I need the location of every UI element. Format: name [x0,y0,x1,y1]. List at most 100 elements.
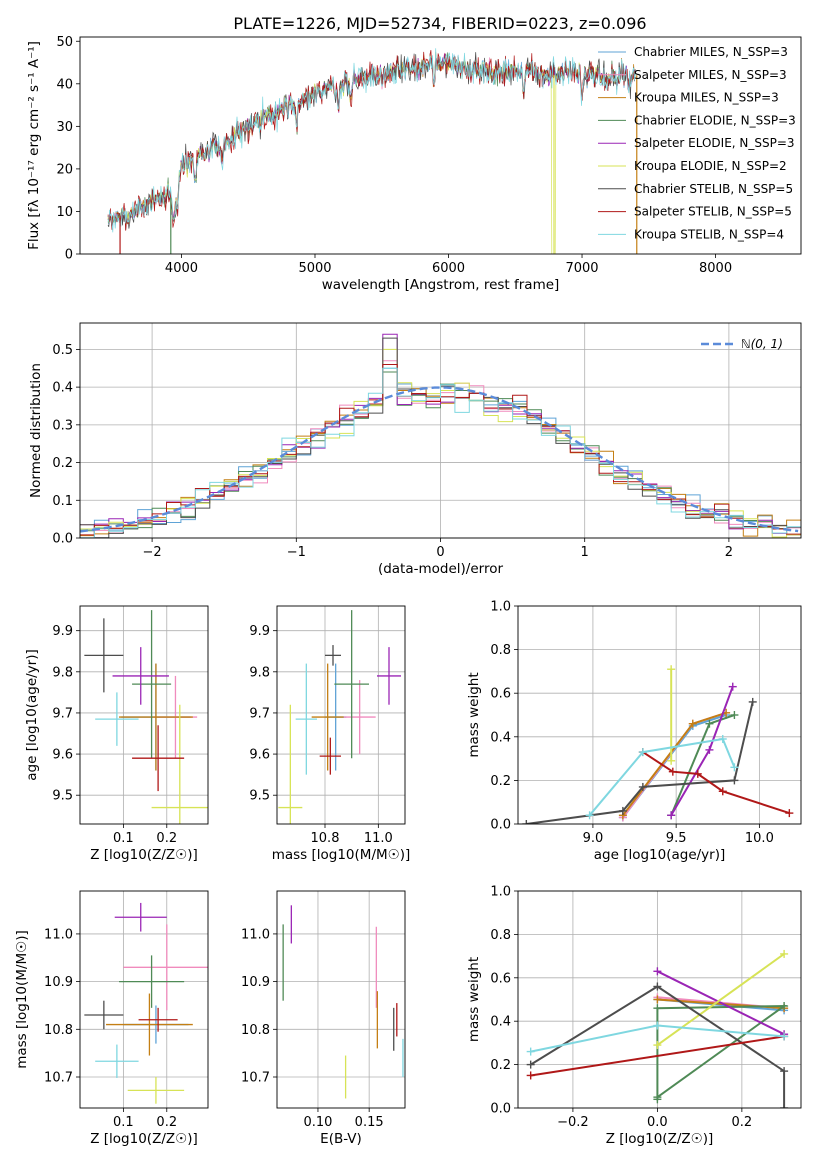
x-tick-label: 0.2 [156,831,177,846]
axes-spectrum: 4000 5000 6000 7000 8000 0 10 20 30 40 50 wavelengt… [26,35,802,293]
histogram-step [80,364,801,536]
y-tick-label: 11.0 [44,927,73,942]
x-axis-label: Z [log10(Z/Z☉)] [606,1131,714,1147]
y-axis-label: mass weight [466,672,482,757]
y-tick-label: 9.8 [249,665,270,680]
weight-series-line [656,953,785,1046]
x-tick-label: 6000 [432,261,465,276]
axes-weight-vs-Z: −0.2 0.0 0.2 0.0 0.2 0.4 0.6 0.8 1.0 Z [log10(Z/Z… [466,885,802,1147]
y-tick-label: 9.5 [249,789,270,804]
x-tick-label: 11.0 [364,831,393,846]
plot-area-residuals [80,333,801,538]
weight-series-line [622,714,727,819]
weight-series-line [670,686,734,816]
weight-series-line [622,711,727,816]
x-tick-label: 0.0 [647,1115,668,1130]
legend-entry: Kroupa MILES, N_SSP=3 [634,91,779,105]
x-axis-label: (data-model)/error [378,561,504,577]
y-tick-label: 0.2 [52,456,73,471]
y-tick-label: 9.9 [52,624,73,639]
x-tick-label: 9.5 [666,831,687,846]
y-tick-label: 0.5 [52,343,73,358]
y-tick-label: 10.7 [44,1071,73,1086]
legend-entry: Chabrier MILES, N_SSP=3 [634,45,788,59]
x-axis-label: age [log10(age/yr)] [594,847,726,863]
x-tick-label: −0.2 [557,1115,589,1130]
x-tick-label: 1 [581,545,589,560]
weight-series-line [530,1035,785,1077]
normal-reference-curve [80,386,799,533]
y-tick-label: 11.0 [241,927,270,942]
y-tick-label: 0.0 [490,1102,511,1117]
legend-entry: Salpeter STELIB, N_SSP=5 [634,205,792,219]
y-axis-label: Normed distribution [28,363,44,498]
axes-frame [79,890,209,1109]
y-tick-label: 30 [56,120,73,135]
y-tick-label: 10.7 [241,1071,270,1086]
y-tick-label: 9.7 [249,706,270,721]
grid-lines [277,606,405,824]
x-tick-label: 0.10 [303,1115,332,1130]
grid-lines [80,606,208,824]
legend-entry: ℕ(0, 1) [741,337,783,351]
y-tick-label: 9.5 [52,789,73,804]
y-tick-label: 0.2 [490,774,511,789]
grid-lines [518,605,801,825]
axes-frame [276,605,406,825]
axes-frame [276,890,406,1109]
y-tick-label: 10.9 [241,975,270,990]
plot-area-weight-vs-Z [526,949,789,1108]
axes-mass-vs-ebv: 0.10 0.15 10.7 10.8 10.9 11.0 E(B-V) [241,890,406,1147]
y-tick-label: 0.3 [52,418,73,433]
axes-frame [79,36,802,255]
axes-frame [517,890,802,1109]
y-tick-label: 0.6 [490,687,511,702]
x-tick-label: 0.1 [113,831,134,846]
x-tick-label: 0.1 [113,1115,134,1130]
grid-lines [80,891,208,1108]
axes-residuals: −2 −1 0 1 2 0.0 0.1 0.2 0.3 0.4 0.5 (data-model)/er… [28,322,802,577]
x-tick-label: −2 [143,545,162,560]
y-tick-label: 0.8 [490,643,511,658]
legend-entry: Salpeter ELODIE, N_SSP=3 [634,136,795,150]
y-axis-label: mass [log10(M/M☉)] [14,930,30,1069]
x-axis-label: wavelength [Angstrom, rest frame] [322,277,560,293]
axes-weight-vs-age: 9.0 9.5 10.0 0.0 0.2 0.4 0.6 0.8 1.0 age [log10(a… [466,600,802,863]
x-axis-label: mass [log10(M/M☉)] [272,847,411,863]
y-tick-label: 0.2 [490,1058,511,1073]
y-tick-label: 0.4 [52,381,73,396]
y-tick-label: 0.0 [52,532,73,547]
y-axis-label: Flux [fλ 10⁻¹⁷ erg cm⁻² s⁻¹ A⁻¹] [26,41,42,250]
y-tick-label: 9.8 [52,665,73,680]
x-tick-label: 7000 [565,261,598,276]
y-tick-label: 10.8 [241,1023,270,1038]
y-tick-label: 1.0 [490,885,511,900]
axes-age-vs-mass: 10.8 11.0 9.5 9.6 9.7 9.8 9.9 mass [log10(M/M☉)… [249,605,411,863]
y-tick-label: 10 [56,205,73,220]
y-axis-label: mass weight [466,957,482,1042]
y-tick-label: 1.0 [490,600,511,615]
x-tick-label: 2 [725,545,733,560]
y-tick-label: 0.8 [490,928,511,943]
legend-entry: Kroupa ELODIE, N_SSP=2 [634,159,787,173]
y-tick-label: 0.6 [490,971,511,986]
spectrum-legend: Chabrier MILES, N_SSP=3 Salpeter MILES, N… [598,45,796,241]
y-tick-label: 0.1 [52,494,73,509]
x-tick-label: 8000 [699,261,732,276]
y-tick-label: 40 [56,77,73,92]
x-axis-label: Z [log10(Z/Z☉)] [90,847,198,863]
weight-series-line [622,711,727,819]
grid-lines [277,891,405,1108]
plot-area-mass-vs-Z [84,902,208,1104]
y-tick-label: 0.4 [490,1015,511,1030]
x-tick-label: 0.15 [355,1115,384,1130]
x-tick-label: 4000 [165,261,198,276]
x-tick-label: 0 [436,545,444,560]
weight-series-line [588,737,736,816]
x-tick-label: 9.0 [583,831,604,846]
figure-title: PLATE=1226, MJD=52734, FIBERID=0223, z=0… [233,14,646,33]
plot-area-weight-vs-age [522,665,794,824]
legend-entry: Salpeter MILES, N_SSP=3 [634,68,787,82]
spectrum-series-line [107,48,636,233]
